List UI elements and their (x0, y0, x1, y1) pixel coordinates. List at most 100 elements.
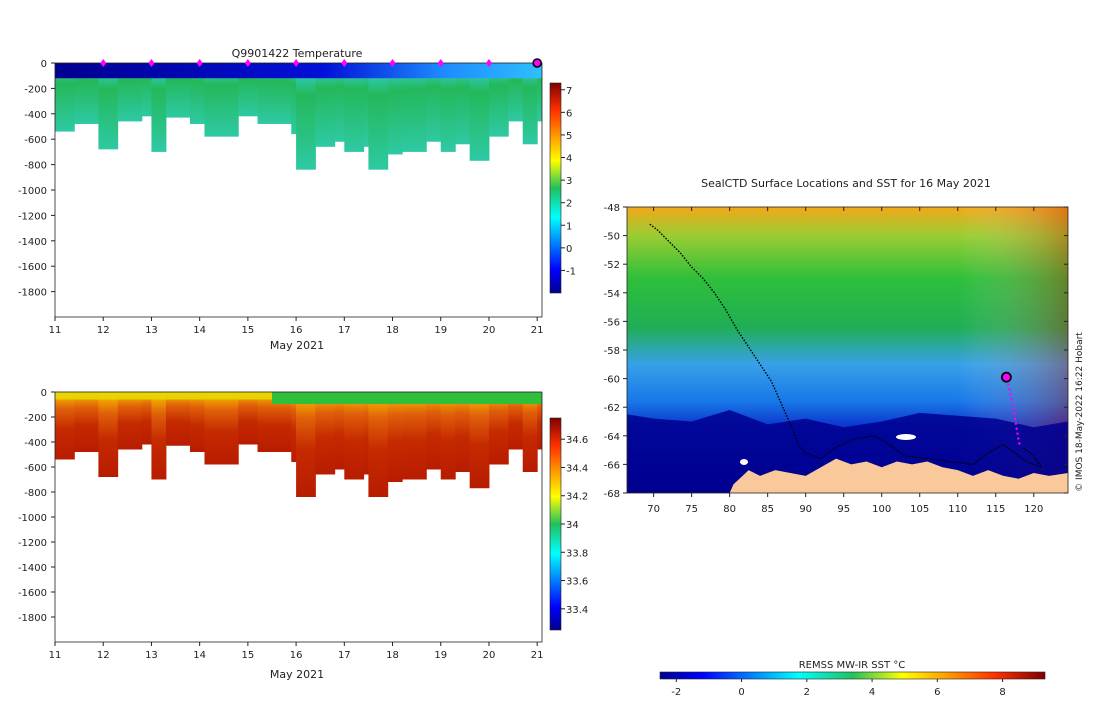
salinity-colorbar (549, 417, 562, 631)
x-tick-label: 12 (97, 325, 110, 336)
profile-column (488, 63, 509, 137)
profile-column (387, 392, 403, 482)
antarctica-land (627, 458, 1068, 493)
profile-column (74, 392, 99, 452)
profile-column (204, 392, 239, 465)
profile-column (363, 392, 369, 475)
temperature-surface-layer (55, 63, 542, 79)
profile-column (387, 63, 403, 155)
profile-column (238, 392, 259, 445)
profile-column (402, 392, 427, 480)
x-tick-label: 16 (290, 650, 303, 661)
profile-column (426, 63, 442, 142)
lon-tick-label: 110 (948, 504, 967, 515)
colorbar-tick-label: 33.6 (566, 577, 588, 588)
profile-marker (293, 59, 300, 67)
temperature-x-axis: 11 12 13 14 15 16 17 18 19 20 21 (49, 317, 544, 336)
colorbar-tick-label: -1 (566, 266, 576, 277)
profile-marker (148, 59, 155, 67)
profile-column (522, 63, 538, 145)
ice-patch-2 (740, 459, 748, 465)
colorbar-tick-label: 34 (566, 520, 579, 531)
lat-tick-label: -56 (604, 317, 620, 328)
profile-column (368, 63, 389, 170)
y-tick-label: -1200 (18, 538, 47, 549)
profile-column (296, 392, 316, 497)
y-tick-label: -800 (24, 161, 47, 172)
profile-marker (485, 59, 492, 67)
x-tick-label: 16 (290, 325, 303, 336)
profile-column (440, 392, 456, 480)
credit-text: © IMOS 18-May-2022 16:22 Hobart (1075, 332, 1085, 492)
profile-column (117, 392, 143, 450)
colorbar-tick-label: 33.8 (566, 548, 588, 559)
lon-tick-label: 90 (799, 504, 812, 515)
x-tick-label: 18 (386, 650, 399, 661)
profile-column (488, 392, 509, 465)
temperature-y-axis: 0 -200 -400 -600 -800 -1000 -1200 -1400 -1600 -18… (18, 59, 55, 299)
y-tick-label: 0 (41, 388, 47, 399)
x-tick-label: 18 (386, 325, 399, 336)
current-profile-marker (532, 58, 542, 68)
lon-tick-label: 100 (872, 504, 891, 515)
colorbar-tick-label: 6 (566, 108, 572, 119)
profile-column (440, 63, 456, 152)
x-tick-label: 13 (145, 650, 158, 661)
profile-column (190, 392, 205, 452)
lon-tick-label: 80 (723, 504, 736, 515)
temperature-profiles (55, 63, 542, 170)
sst-tick-label: 8 (999, 687, 1005, 698)
salinity-surface-low (271, 392, 542, 404)
colorbar-tick-label: 2 (566, 199, 572, 210)
lat-tick-label: -68 (604, 489, 620, 500)
y-tick-label: -1400 (18, 237, 47, 248)
lat-tick-label: -62 (604, 403, 620, 414)
y-tick-label: -1000 (18, 186, 47, 197)
colorbar-tick-label: 1 (566, 221, 572, 232)
colorbar-tick-label: 33.4 (566, 605, 588, 616)
salinity-panel: 11 12 13 14 15 16 17 18 19 20 21 0 -200 -400 -600 -800… (18, 388, 588, 681)
profile-column (98, 392, 119, 477)
y-tick-label: 0 (41, 59, 47, 70)
sst-tick-label: 0 (738, 687, 744, 698)
lon-tick-label: 95 (837, 504, 850, 515)
profile-marker (244, 59, 251, 67)
profile-column (296, 63, 316, 170)
lat-tick-label: -58 (604, 346, 620, 357)
profile-column (165, 392, 191, 446)
x-tick-label: 20 (483, 325, 496, 336)
profile-column (141, 392, 152, 445)
recent-seal-track (1006, 378, 1022, 448)
profile-marker (437, 59, 444, 67)
profile-column (363, 63, 369, 147)
temperature-x-label: May 2021 (270, 339, 324, 352)
map-longitude-axis: 70 75 80 85 90 95 100 105 110 115 120 (647, 207, 1043, 515)
profile-column (368, 392, 389, 497)
x-tick-label: 12 (97, 650, 110, 661)
lat-tick-label: -54 (604, 289, 620, 300)
lon-tick-label: 120 (1024, 504, 1043, 515)
profile-column (344, 392, 365, 480)
profile-column (469, 63, 490, 161)
ice-patch (896, 434, 916, 440)
map-latitude-axis: -48 -50 -52 -54 -56 -58 -60 -62 -64 -66 -68 (604, 203, 1068, 500)
y-tick-label: -1800 (18, 288, 47, 299)
lat-tick-label: -64 (604, 432, 620, 443)
y-tick-label: -200 (24, 413, 47, 424)
profile-column (55, 392, 75, 460)
profile-column (426, 392, 442, 470)
colorbar-tick-label: 5 (566, 131, 572, 142)
colorbar-tick-label: 0 (566, 244, 572, 255)
x-tick-label: 17 (338, 325, 351, 336)
map-title: SealCTD Surface Locations and SST for 16… (701, 177, 991, 190)
y-tick-label: -800 (24, 488, 47, 499)
profile-column (455, 63, 471, 145)
profile-marker (100, 59, 107, 67)
lon-tick-label: 85 (761, 504, 774, 515)
profile-column (291, 392, 297, 462)
y-tick-label: -1600 (18, 588, 47, 599)
profile-column (537, 63, 542, 122)
profile-column (334, 392, 345, 470)
y-tick-label: -1200 (18, 211, 47, 222)
